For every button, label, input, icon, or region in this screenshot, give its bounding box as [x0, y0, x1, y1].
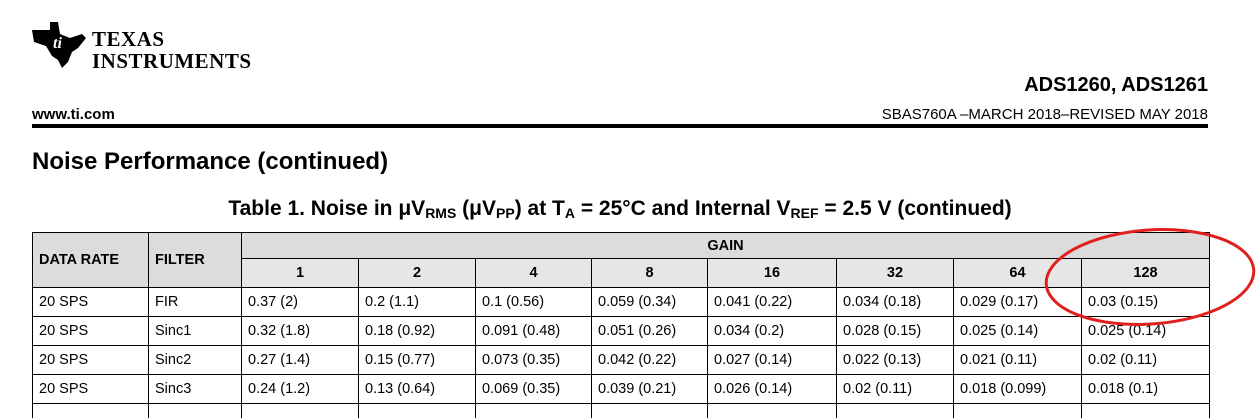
caption-text: Table 1. Noise in μV: [228, 197, 425, 220]
cell: [242, 404, 359, 418]
cell: 0.1 (0.56): [476, 288, 592, 317]
product-name: ADS1260, ADS1261: [1024, 74, 1208, 97]
cell: 0.042 (0.22): [592, 346, 708, 375]
cell: 0.069 (0.35): [476, 375, 592, 404]
cell: [837, 404, 954, 418]
cell: 0.02 (0.11): [837, 375, 954, 404]
brand-line: Texas: [92, 28, 252, 50]
cell: 0.051 (0.26): [592, 317, 708, 346]
cell: [476, 404, 592, 418]
svg-text:ti: ti: [53, 35, 62, 52]
cell: FIR: [149, 288, 242, 317]
caption-sub: PP: [496, 205, 515, 221]
cell: 0.13 (0.64): [359, 375, 476, 404]
cell: Sinc2: [149, 346, 242, 375]
caption-text: = 2.5 V (continued): [819, 197, 1012, 220]
document-id: SBAS760A –MARCH 2018–REVISED MAY 2018: [882, 106, 1208, 123]
cell: [592, 404, 708, 418]
gain-header: 2: [359, 259, 476, 288]
caption-sub: A: [565, 205, 575, 221]
cell: 0.27 (1.4): [242, 346, 359, 375]
cell: 0.018 (0.099): [954, 375, 1082, 404]
cell: 0.37 (2): [242, 288, 359, 317]
cell: 0.041 (0.22): [708, 288, 837, 317]
gain-header: 16: [708, 259, 837, 288]
cell: [1082, 404, 1210, 418]
header-rule: [32, 124, 1208, 128]
cell: Sinc3: [149, 375, 242, 404]
cell: 0.02 (0.11): [1082, 346, 1210, 375]
cell: [954, 404, 1082, 418]
cell: 0.091 (0.48): [476, 317, 592, 346]
cell: [33, 404, 149, 418]
section-title: Noise Performance (continued): [32, 148, 388, 176]
cell: 20 SPS: [33, 375, 149, 404]
column-header: FILTER: [149, 233, 242, 288]
cell: 0.028 (0.15): [837, 317, 954, 346]
cell: 0.073 (0.35): [476, 346, 592, 375]
ti-logo: ti: [30, 20, 90, 70]
gain-header: 1: [242, 259, 359, 288]
cell: 0.039 (0.21): [592, 375, 708, 404]
tail-row: [33, 404, 1210, 418]
brand-line: Instruments: [92, 50, 252, 72]
gain-header: 4: [476, 259, 592, 288]
table-caption: Table 1. Noise in μVRMS (μVPP) at TA = 2…: [0, 197, 1240, 221]
cell: 0.018 (0.1): [1082, 375, 1210, 404]
cell: 20 SPS: [33, 288, 149, 317]
cell: 20 SPS: [33, 346, 149, 375]
cell: 0.034 (0.2): [708, 317, 837, 346]
caption-text: = 25°C and Internal V: [575, 197, 791, 220]
cell: 0.059 (0.34): [592, 288, 708, 317]
gain-header: 32: [837, 259, 954, 288]
page: ti Texas Instruments ADS1260, ADS1261 ww…: [0, 0, 1256, 409]
cell: 0.2 (1.1): [359, 288, 476, 317]
cell: 0.18 (0.92): [359, 317, 476, 346]
brand: Texas Instruments: [92, 28, 252, 72]
caption-sub: REF: [791, 205, 819, 221]
cell: 0.021 (0.11): [954, 346, 1082, 375]
gain-header: 8: [592, 259, 708, 288]
cell: [149, 404, 242, 418]
cell: 0.24 (1.2): [242, 375, 359, 404]
cell: 0.026 (0.14): [708, 375, 837, 404]
cell: [708, 404, 837, 418]
cell: 0.027 (0.14): [708, 346, 837, 375]
caption-text: ) at T: [515, 197, 565, 220]
cell: 0.32 (1.8): [242, 317, 359, 346]
cell: 20 SPS: [33, 317, 149, 346]
cell: 0.15 (0.77): [359, 346, 476, 375]
cell: [359, 404, 476, 418]
cell: 0.022 (0.13): [837, 346, 954, 375]
annotation: [1030, 225, 1256, 330]
cell: 0.034 (0.18): [837, 288, 954, 317]
cell: Sinc1: [149, 317, 242, 346]
caption-sub: RMS: [425, 205, 456, 221]
column-header: DATA RATE: [33, 233, 149, 288]
website: www.ti.com: [32, 106, 115, 123]
caption-text: (μV: [456, 197, 496, 220]
